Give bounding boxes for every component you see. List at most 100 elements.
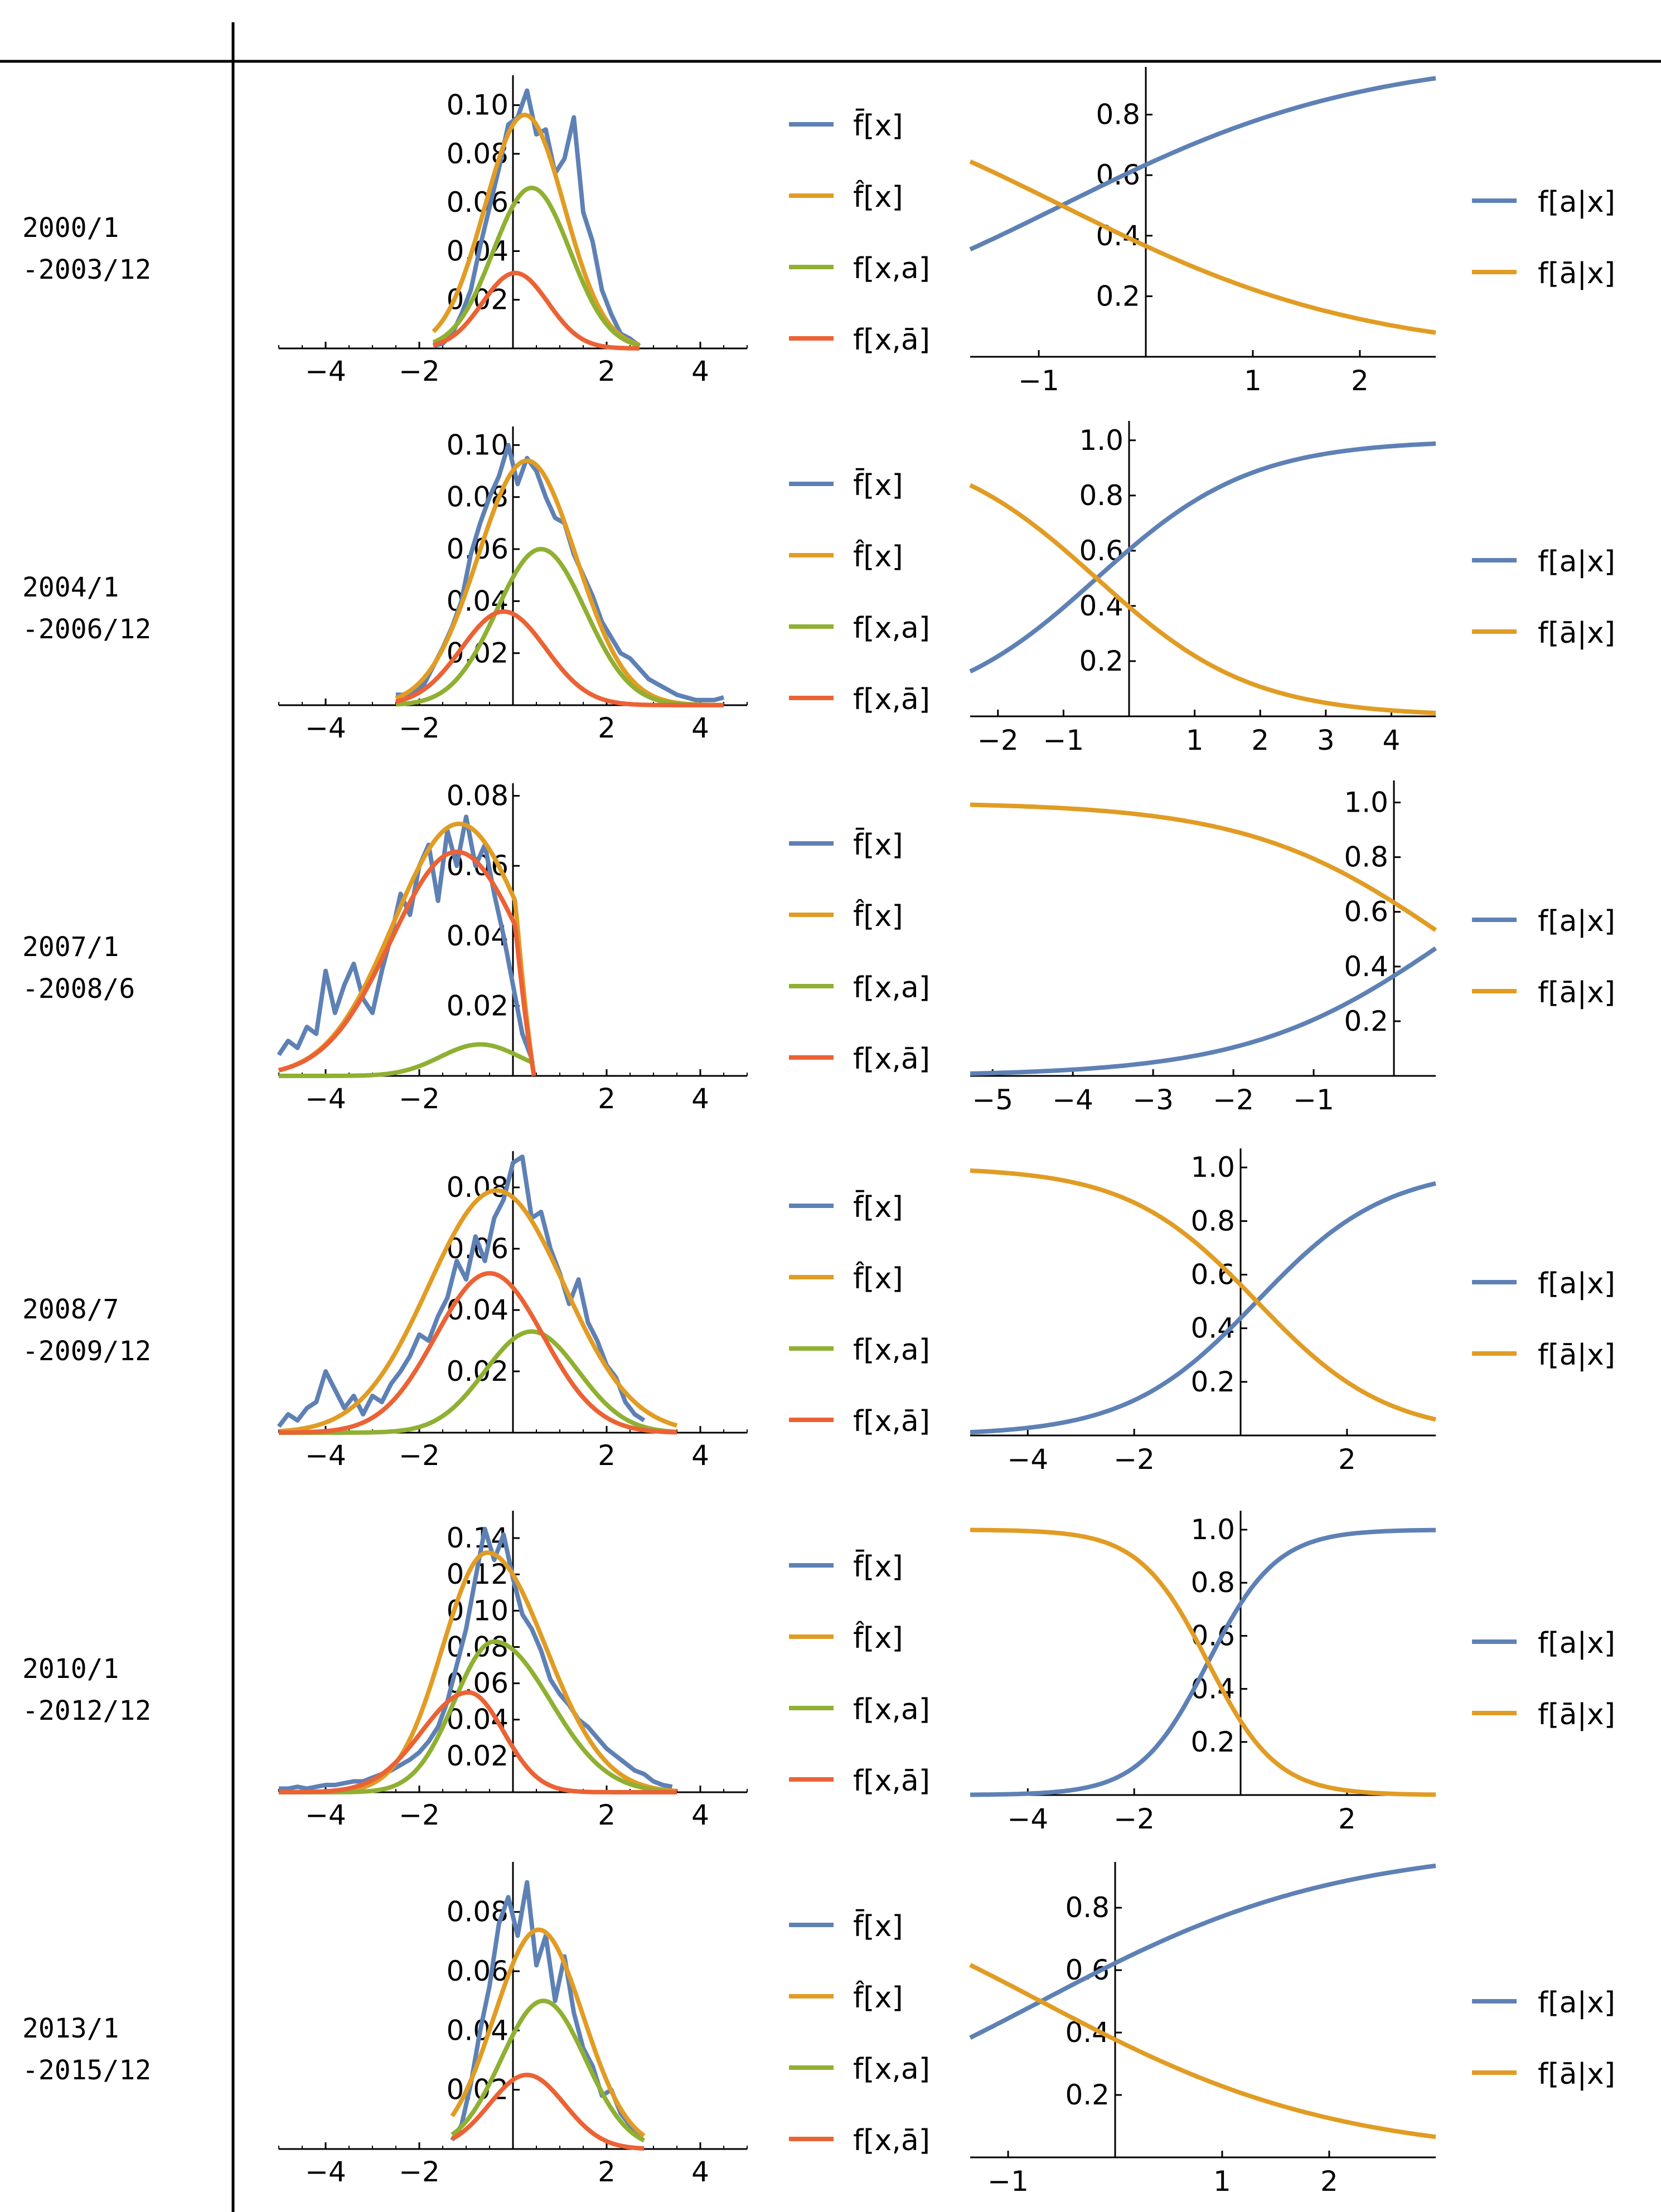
conditional-y-tick-label: 0.2: [1079, 645, 1124, 677]
density-y-tick-label: 0.04: [447, 920, 509, 952]
legend-f-bar-label: f̄[x]: [853, 1550, 903, 1584]
density-x-tick-label: −4: [305, 712, 346, 744]
conditional-x-tick-label: −1: [987, 2165, 1029, 2198]
conditional-y-tick-label: 0.8: [1065, 1891, 1110, 1924]
legend-f-a-given-x-label: f[a|x]: [1538, 1986, 1615, 2020]
series-f-abar-given-x: [970, 1527, 1436, 1797]
series-f-hat: [278, 1188, 678, 1434]
chart-row-2: 2004/1-2006/12−4 −2 2 40.020.040.060.080.10…: [22, 421, 1615, 756]
series-f-abar-given-x: [969, 1963, 1436, 2140]
period-label-start: 2004/1: [22, 572, 119, 603]
density-y-tick-label: 0.06: [447, 186, 509, 219]
series-f-bar-empirical: [396, 443, 725, 702]
legend-f-hat-label: f̂[x]: [853, 899, 903, 933]
conditional-y-tick-label: 0.2: [1190, 1366, 1235, 1398]
series-f-x-abar: [395, 609, 724, 707]
legend-f-bar-label: f̄[x]: [853, 1190, 903, 1224]
conditional-x-tick-label: 2: [1251, 724, 1269, 756]
series-f-x-a: [278, 1042, 535, 1078]
density-x-tick-label: −2: [399, 712, 440, 744]
series-f-a-given-x: [970, 1181, 1436, 1435]
period-label-end: -2015/12: [22, 2055, 151, 2086]
conditional-y-tick-label: 1.0: [1190, 1151, 1235, 1183]
conditional-y-tick-label: 0.6: [1344, 896, 1388, 928]
legend-f-a-given-x-label: f[a|x]: [1538, 1627, 1615, 1660]
legend-f-bar-label: f̄[x]: [853, 109, 903, 143]
legend-f-hat-label: f̂[x]: [853, 180, 903, 214]
conditional-y-tick-label: 0.4: [1344, 950, 1388, 983]
series-f-bar-empirical: [279, 1526, 673, 1791]
series-f-a-given-x: [969, 76, 1436, 252]
period-label-end: -2008/6: [22, 973, 135, 1005]
density-y-tick-label: 0.02: [447, 2074, 509, 2106]
conditional-x-tick-label: −4: [1007, 1443, 1048, 1476]
conditional-x-tick-label: 1: [1244, 365, 1262, 397]
density-x-tick-label: 2: [598, 2156, 616, 2188]
series-f-x-a: [395, 547, 724, 707]
series-f-a-given-x: [970, 1527, 1436, 1797]
density-plot: −4 −2 2 40.020.040.060.080.10f̄[x]f̂[x]f[x,…: [278, 426, 930, 744]
conditional-y-tick-label: 1.0: [1344, 787, 1388, 819]
density-x-tick-label: 4: [691, 712, 709, 744]
series-f-x-abar: [433, 270, 640, 351]
period-label-end: -2012/12: [22, 1695, 151, 1726]
density-x-tick-label: 4: [691, 355, 709, 387]
conditional-x-tick-label: 1: [1186, 724, 1204, 756]
series-f-hat: [432, 113, 640, 347]
period-label-start: 2013/1: [22, 2013, 119, 2044]
legend-f-x-a-label: f[x,a]: [853, 1693, 930, 1726]
conditional-y-tick-label: 0.2: [1344, 1005, 1388, 1037]
series-f-x-a: [279, 1329, 677, 1435]
density-x-tick-label: 2: [598, 712, 616, 744]
conditional-x-tick-label: 2: [1338, 1803, 1356, 1835]
legend-f-hat-label: f̂[x]: [853, 1981, 903, 2015]
series-f-x-abar: [278, 1271, 677, 1435]
density-y-tick-label: 0.06: [447, 1955, 509, 1987]
conditional-x-tick-label: −5: [972, 1084, 1013, 1116]
conditional-plot: −2 −1 1 2 3 40.20.40.60.81.0f[a|x]f[ā|x]: [969, 421, 1615, 756]
legend-f-bar-label: f̄[x]: [853, 1909, 903, 1943]
conditional-plot: −5 −4 −3 −2 −1 0.2 0.4 0.6 0.8 1.0 f[a|x] f[ā|x]: [970, 780, 1615, 1116]
density-x-tick-label: −4: [305, 1083, 346, 1115]
legend-f-x-a-label: f[x,a]: [853, 1333, 930, 1367]
density-x-tick-label: −2: [399, 1799, 440, 1831]
legend-f-x-a-label: f[x,a]: [853, 971, 930, 1005]
series-f-abar-given-x: [969, 159, 1436, 335]
chart-row-3: 2007/1-2008/6−4 −2 2 40.020.040.060.08f̄[x]…: [22, 780, 1615, 1116]
series-f-bar-empirical: [277, 814, 534, 1060]
legend-f-a-given-x-label: f[a|x]: [1538, 1267, 1615, 1301]
legend-f-x-abar-label: f[x,ā]: [853, 323, 930, 357]
period-label-end: -2009/12: [22, 1336, 151, 1367]
conditional-x-tick-label: −2: [977, 724, 1019, 756]
conditional-y-tick-label: 1.0: [1079, 424, 1124, 457]
legend-f-x-abar-label: f[x,ā]: [853, 1042, 930, 1076]
legend-f-abar-given-x-label: f[ā|x]: [1538, 976, 1615, 1010]
conditional-x-tick-label: −4: [1052, 1084, 1093, 1116]
density-x-tick-label: −2: [399, 1439, 440, 1472]
period-label-start: 2007/1: [22, 932, 119, 963]
legend-f-x-a-label: f[x,a]: [853, 2053, 930, 2086]
series-f-a-given-x: [969, 441, 1436, 674]
series-f-bar-empirical: [277, 1154, 646, 1428]
chart-row-6: 2013/1-2015/12−4 −2 2 40.020.040.060.08 f̄[x…: [22, 1862, 1615, 2198]
density-y-tick-label: 0.02: [447, 989, 509, 1022]
period-label-end: -2006/12: [22, 614, 151, 645]
legend-f-abar-given-x-label: f[ā|x]: [1538, 1698, 1615, 1731]
conditional-x-tick-label: −1: [1018, 365, 1059, 397]
legend-f-a-given-x-label: f[a|x]: [1538, 905, 1615, 938]
conditional-x-tick-label: −3: [1132, 1084, 1174, 1116]
conditional-y-tick-label: 1.0: [1190, 1514, 1235, 1546]
density-x-tick-label: −4: [305, 1439, 346, 1472]
legend-f-bar-label: f̄[x]: [853, 828, 903, 862]
density-x-tick-label: 2: [598, 1799, 616, 1831]
density-x-tick-label: −2: [399, 2156, 440, 2188]
density-y-tick-label: 0.04: [447, 1704, 509, 1736]
legend-f-x-abar-label: f[x,ā]: [853, 1764, 930, 1798]
conditional-x-tick-label: −2: [1113, 1803, 1155, 1835]
legend-f-x-abar-label: f[x,ā]: [853, 2124, 930, 2157]
density-x-tick-label: 4: [691, 1439, 709, 1472]
conditional-plot: −1 1 20.20.40.60.8f[a|x]f[ā|x]: [969, 67, 1615, 397]
